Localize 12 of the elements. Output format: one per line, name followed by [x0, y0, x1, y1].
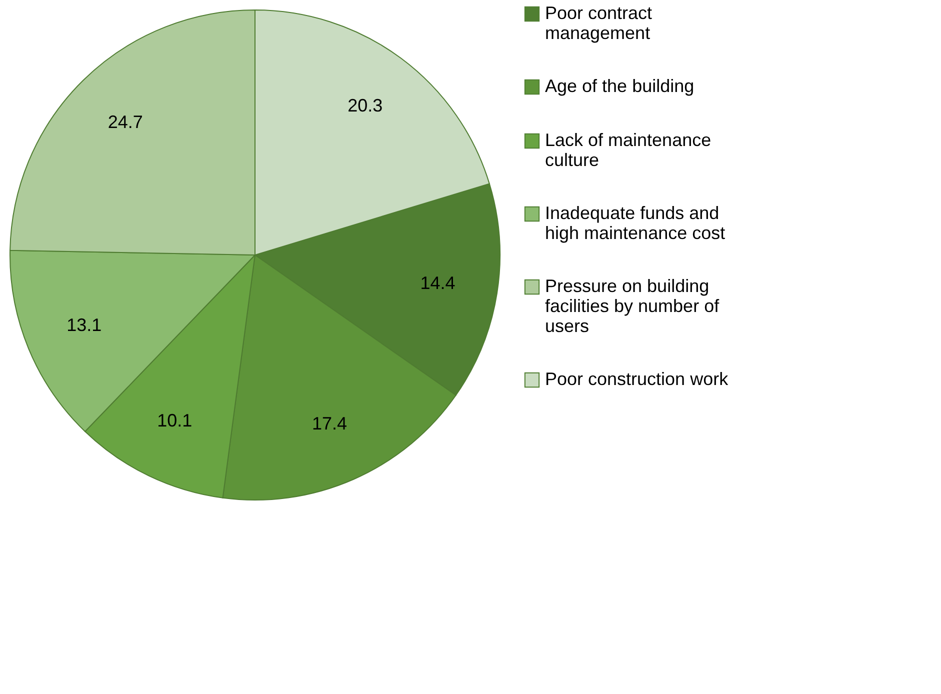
legend-label: Lack of maintenance culture [545, 130, 712, 170]
legend-label: Age of the building [545, 76, 694, 96]
data-label: 24.7 [108, 112, 143, 132]
legend-label: Poor construction work [545, 369, 730, 389]
data-label: 14.4 [420, 272, 456, 293]
data-label: 13.1 [66, 314, 102, 335]
data-label: 20.3 [348, 95, 383, 116]
data-label: 17.4 [312, 413, 348, 434]
data-label: 10.1 [157, 410, 192, 431]
legend-label: Pressure on building facilities by number of users [545, 276, 720, 336]
legend-label: Poor contract management [545, 3, 652, 43]
legend-label: Inadequate funds and high maintenance cost [545, 203, 726, 243]
